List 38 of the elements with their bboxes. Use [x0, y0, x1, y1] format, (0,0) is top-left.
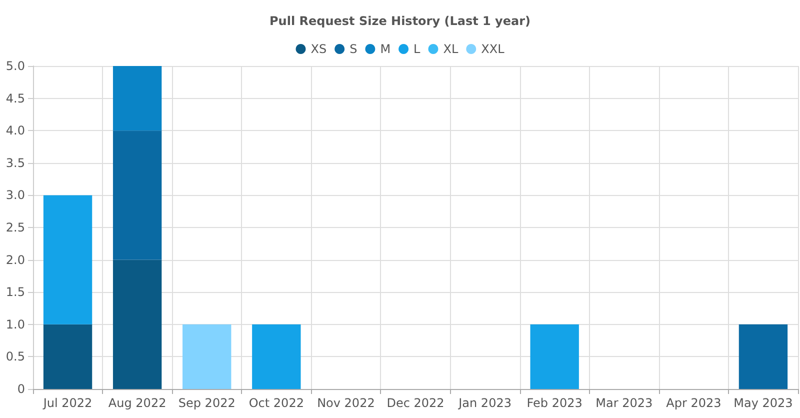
- x-tick-label: May 2023: [734, 396, 793, 410]
- legend-label: M: [380, 42, 391, 56]
- y-tick-label: 0.5: [6, 350, 25, 364]
- bar: [112, 66, 162, 131]
- y-tick-label: 2.0: [6, 252, 25, 267]
- x-tick-label: Aug 2022: [108, 396, 166, 410]
- chart-title: Pull Request Size History (Last 1 year): [270, 14, 530, 28]
- bar: [530, 324, 579, 389]
- legend-label: S: [350, 42, 358, 56]
- bar: [738, 324, 788, 389]
- legend-label: XL: [443, 42, 458, 56]
- x-tick-label: Sep 2022: [178, 396, 236, 410]
- y-tick-label: 4.0: [6, 124, 25, 138]
- legend-label: XS: [310, 42, 327, 56]
- y-tick-label: 4.5: [6, 91, 25, 106]
- x-tick-label: Mar 2023: [596, 396, 653, 410]
- y-tick-label: 1.5: [6, 285, 25, 300]
- y-tick-label: 0: [17, 382, 25, 396]
- x-tick-label: Feb 2023: [526, 396, 582, 410]
- bar: [252, 324, 301, 389]
- legend-label: L: [414, 42, 421, 56]
- x-tick-label: Nov 2022: [317, 396, 375, 410]
- y-tick-label: 1.0: [6, 317, 25, 332]
- y-tick-label: 3.0: [6, 188, 25, 202]
- bar: [182, 324, 232, 389]
- bar: [43, 195, 92, 324]
- x-tick-label: Jul 2022: [42, 396, 92, 410]
- x-tick-label: Dec 2022: [386, 396, 444, 410]
- bar: [112, 130, 162, 260]
- y-tick-label: 3.5: [6, 156, 25, 170]
- y-tick-label: 2.5: [6, 220, 25, 234]
- x-tick-label: Jan 2023: [458, 396, 512, 410]
- bar: [112, 260, 162, 389]
- x-tick-label: Oct 2022: [248, 396, 304, 410]
- bar: [43, 324, 92, 389]
- y-tick-label: 5.0: [6, 59, 25, 73]
- legend-label: XXL: [481, 42, 505, 56]
- x-tick-label: Apr 2023: [666, 396, 722, 410]
